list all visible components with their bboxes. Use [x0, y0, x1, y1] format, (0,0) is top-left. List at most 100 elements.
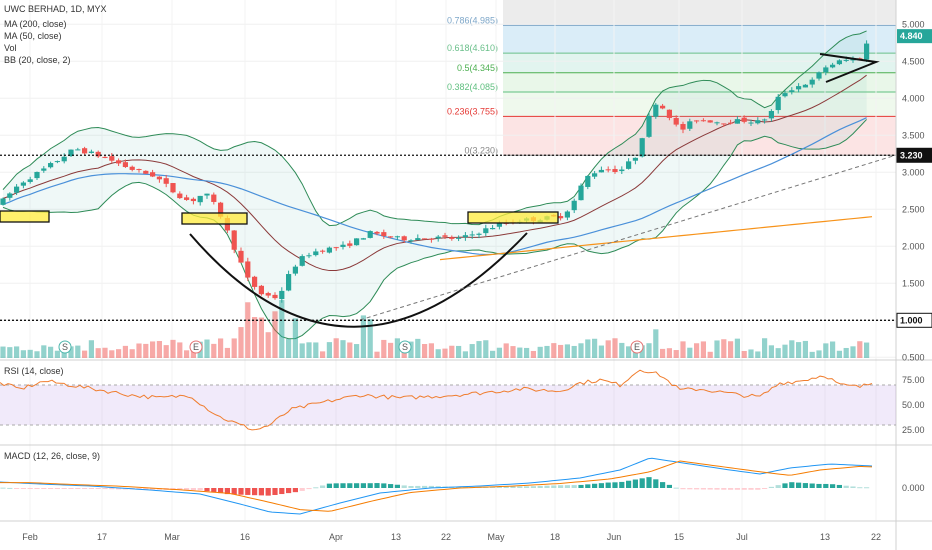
volume-bar [537, 346, 543, 358]
candle-body [27, 179, 33, 182]
candle-body [809, 79, 815, 85]
event-marker [398, 340, 412, 354]
volume-bar [755, 351, 761, 358]
volume-bar [184, 350, 190, 358]
fib-label: 0(3.230) [464, 145, 498, 155]
event-marker-label: E [634, 342, 640, 352]
candle-body [252, 276, 258, 287]
volume-bar [381, 339, 387, 358]
macd-legend: MACD (12, 26, close, 9) [4, 451, 101, 461]
volume-bar [469, 344, 475, 358]
macd-histogram-bar [435, 486, 441, 488]
volume-bar [442, 348, 448, 358]
macd-histogram-bar [224, 488, 230, 495]
time-tick: Mar [164, 532, 180, 542]
signal-line [0, 460, 873, 512]
macd-histogram-bar [190, 488, 196, 491]
macd-histogram-bar [700, 488, 706, 490]
candle-body [340, 244, 346, 247]
volume-bar [41, 345, 47, 358]
macd-histogram-bar [102, 488, 108, 490]
event-marker [189, 340, 203, 354]
candle-body [381, 232, 387, 237]
candle-body [694, 120, 700, 122]
candle-body [211, 194, 217, 202]
level-tag-label: 1.000 [900, 315, 923, 325]
macd-histogram-bar [197, 488, 203, 491]
macd-histogram-bar [415, 485, 421, 488]
candle-body [490, 228, 496, 230]
macd-histogram-bar [299, 488, 305, 491]
candle-body [129, 166, 135, 170]
macd-histogram-bar [741, 488, 747, 490]
macd-histogram-bar [666, 484, 672, 488]
volume-bar [558, 344, 564, 358]
volume-bar [27, 349, 33, 358]
rsi-tick: 50.00 [902, 400, 925, 410]
volume-bar [510, 346, 516, 358]
level-tag [896, 147, 932, 163]
event-marker-label: S [62, 342, 68, 352]
volume-bar [612, 338, 618, 358]
candle-body [714, 122, 720, 124]
volume-bar [156, 341, 162, 358]
macd-histogram-bar [116, 488, 122, 490]
macd-histogram-bar [571, 485, 577, 488]
volume-bar [54, 350, 60, 358]
macd-histogram-bar [326, 483, 332, 488]
macd-histogram-bar [537, 485, 543, 488]
rsi-legend: RSI (14, close) [4, 366, 64, 376]
ma200-legend: MA (200, close) [4, 19, 67, 29]
macd-histogram-bar [333, 483, 339, 488]
bb-lower [2, 119, 867, 340]
macd-histogram-bar [809, 483, 815, 488]
volume-bar [231, 338, 237, 358]
macd-histogram-bar [428, 485, 434, 488]
candle-body [326, 247, 332, 253]
price-tick: 1.500 [902, 278, 925, 288]
candle-body [408, 240, 414, 242]
volume-bar [816, 350, 822, 358]
time-tick: 22 [871, 532, 881, 542]
macd-histogram-bar [530, 486, 536, 488]
volume-bar [75, 345, 81, 358]
macd-histogram-bar [177, 488, 183, 491]
macd-histogram-bar [660, 482, 666, 488]
volume-bar [864, 342, 870, 358]
volume-bar [68, 346, 74, 358]
candle-body [700, 120, 706, 122]
macd-histogram-bar [456, 486, 462, 488]
candle-body [258, 285, 264, 295]
macd-histogram-bar [680, 488, 686, 490]
volume-bar [836, 350, 842, 358]
fibonacci-zones: 0.786(4.985) 0.618(4.610) 0.5(4.345) 0.382(… [447, 0, 896, 156]
moving-averages [2, 117, 873, 261]
macd-histogram-bar [775, 485, 781, 488]
volume-bar [721, 339, 727, 358]
volume-bar [768, 345, 774, 358]
macd-histogram-bar [143, 488, 149, 490]
volume-bar [292, 318, 298, 358]
volume-bar [503, 343, 509, 358]
price-tick: 3.000 [902, 167, 925, 177]
candle-body [48, 163, 54, 168]
candle-body [598, 169, 604, 173]
time-tick: May [487, 532, 505, 542]
volume-bar [34, 351, 40, 358]
candle-body [163, 178, 169, 184]
macd-histogram-bar [626, 480, 632, 488]
macd-histogram-bar [850, 486, 856, 488]
candle-body [177, 193, 183, 199]
time-tick: Feb [22, 532, 38, 542]
volume-bar [279, 300, 285, 358]
fib-label: 0.786(4.985) [447, 15, 498, 25]
candle-body [415, 238, 421, 241]
volume-bar [605, 340, 611, 358]
candle-body [231, 230, 237, 250]
candle-body [496, 222, 502, 227]
candle-body [830, 64, 836, 68]
candle-body [796, 86, 802, 90]
candle-body [755, 120, 761, 124]
macd-histogram-bar [75, 488, 81, 489]
macd-histogram-bar [592, 483, 598, 488]
